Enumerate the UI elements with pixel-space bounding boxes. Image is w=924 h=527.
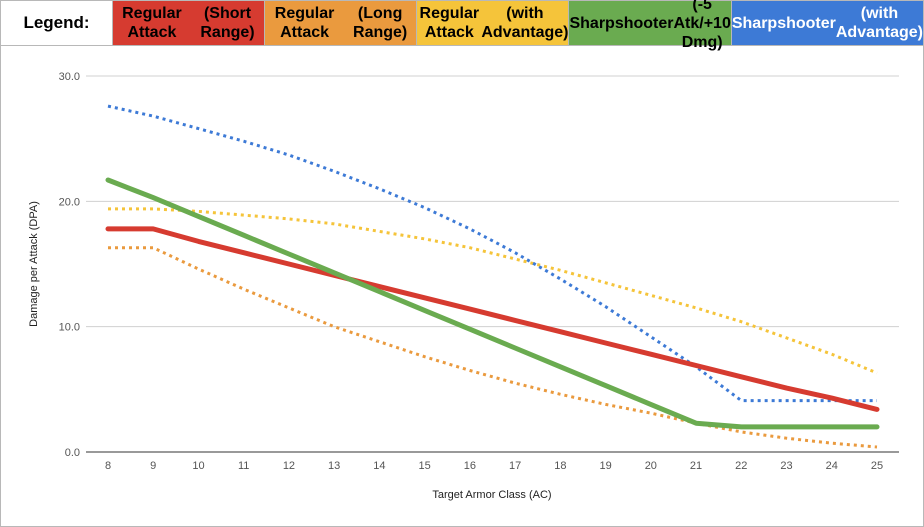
series-line <box>108 207 878 375</box>
legend-item-line2: (with Advantage) <box>835 5 923 41</box>
legend-item-line1: Sharpshooter <box>731 14 836 32</box>
y-tick-label: 30.0 <box>59 71 80 83</box>
legend-item: Regular Attack (with Advantage) <box>417 1 570 45</box>
y-tick-label: 0.0 <box>65 447 80 459</box>
x-tick-label: 11 <box>238 460 249 472</box>
legend-item: Sharpshooter (-5 Atk/+10 Dmg) <box>569 0 732 51</box>
series-line <box>107 104 877 403</box>
x-tick-label: 17 <box>509 460 521 472</box>
legend-item-line2: (Short Range) <box>200 5 255 41</box>
x-tick-label: 19 <box>599 460 611 472</box>
legend-item-line2: (Long Range) <box>353 5 408 41</box>
x-tick-label: 18 <box>554 460 566 472</box>
x-tick-label: 25 <box>871 460 883 472</box>
x-tick-label: 21 <box>690 460 702 472</box>
legend-item-line2: (-5 Atk/+10 Dmg) <box>673 0 731 51</box>
x-tick-label: 12 <box>283 460 295 472</box>
legend-item-line1: Sharpshooter <box>569 14 674 32</box>
x-tick-label: 9 <box>150 460 156 472</box>
x-tick-label: 20 <box>645 460 657 472</box>
legend-item: Sharpshooter (with Advantage) <box>731 1 923 45</box>
x-tick-label: 15 <box>419 460 431 472</box>
x-tick-label: 10 <box>192 460 204 472</box>
x-tick-label: 14 <box>373 460 385 472</box>
line-chart: 0.0 10.0 20.0 30.0 8 9 10 11 12 13 14 15 16 17 18 19 20 2… <box>28 71 899 501</box>
x-tick-label: 8 <box>105 460 111 472</box>
x-tick-label: 22 <box>735 460 747 472</box>
legend-item-line1: Regular Attack <box>274 5 335 41</box>
legend-item: Regular Attack (Long Range) <box>265 1 418 45</box>
series-line <box>105 226 880 412</box>
chart-frame: 0.0 10.0 20.0 30.0 8 9 10 11 12 13 14 15 16 17 18 19 20 2… <box>0 46 924 527</box>
series-line <box>105 177 880 430</box>
legend-item-line1: Regular Attack <box>122 5 182 41</box>
legend-bar: Legend: Regular Attack (Short Range) Regul… <box>0 0 924 51</box>
legend-item-line2: (with Advantage) <box>481 5 569 41</box>
y-tick-label: 20.0 <box>59 196 80 208</box>
legend-item-line1: Regular Attack <box>419 5 480 41</box>
x-tick-label: 13 <box>328 460 340 472</box>
series-line <box>108 246 878 449</box>
x-tick-label: 23 <box>780 460 792 472</box>
legend-item: Regular Attack (Short Range) <box>113 1 266 45</box>
x-tick-label: 24 <box>826 460 838 472</box>
y-axis-label: Damage per Attack (DPA) <box>28 201 40 327</box>
legend-title: Legend: <box>1 1 113 45</box>
x-axis-label: Target Armor Class (AC) <box>432 489 551 501</box>
x-tick-label: 16 <box>464 460 476 472</box>
y-tick-label: 10.0 <box>59 322 80 334</box>
